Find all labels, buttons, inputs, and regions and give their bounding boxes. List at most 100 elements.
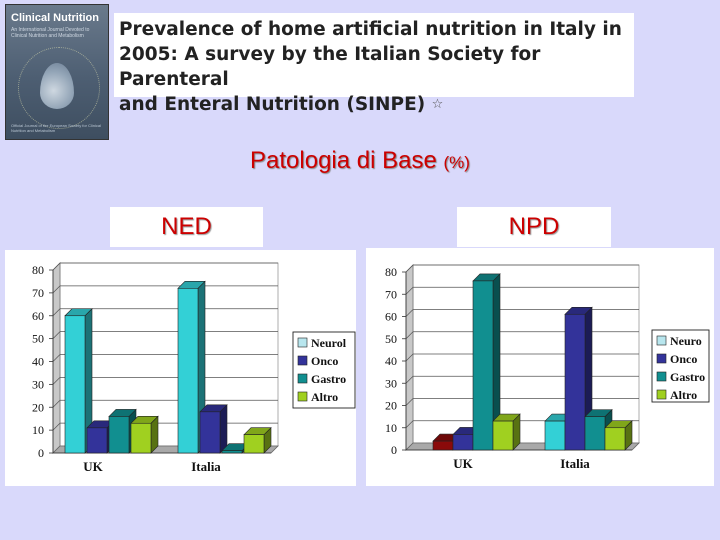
bar-front [584,416,606,451]
bar-uk-3 [492,413,521,451]
y-tick-label: 40 [385,354,397,368]
y-tick-label: 70 [32,286,44,300]
y-tick-label: 40 [32,355,44,369]
gridline-side [52,422,61,431]
y-tick-label: 0 [38,446,44,460]
journal-subtitle: An International Journal Devoted to Clin… [11,27,90,39]
article-title-line-3-text: and Enteral Nutrition (SINPE) [119,94,426,115]
category-label-italia: Italia [191,459,221,474]
gridline-side [405,353,414,362]
y-tick-label: 0 [391,443,397,457]
legend-swatch [656,353,667,364]
bar-italia-3 [604,420,633,451]
npd-chart-panel: 0 10 20 30 40 50 60 70 80 UK Italia Neuro Onco Gastro… [366,248,714,486]
gridline-side [52,354,61,362]
gridline-side [52,331,61,339]
y-tick-label: 30 [385,376,397,390]
category-label-uk: UK [453,456,473,471]
article-title-line-1: Prevalence of home artificial nutrition … [119,19,622,40]
bar-front [243,434,265,454]
bar-front [108,416,130,454]
category-label-uk: UK [83,459,103,474]
gridline-side [52,400,61,408]
bar-front [221,450,243,454]
y-tick-label: 80 [385,265,397,279]
footnote-star-icon: ☆ [431,97,444,112]
legend-label-altro: Altro [311,390,338,404]
bar-uk-3 [130,415,159,454]
article-title-box: Prevalence of home artificial nutrition … [114,13,634,115]
droplet-icon [40,63,74,109]
bar-side [219,404,228,454]
gridline-side [52,308,61,316]
legend: Neuro Onco Gastro Altro [651,329,710,403]
legend-swatch [297,355,308,366]
legend-swatch [656,371,667,382]
bar-italia-1 [199,404,228,454]
y-tick-label: 60 [385,310,397,324]
gridline-side [405,309,414,317]
section-title: Patologia di Base (%) [0,147,720,175]
y-tick-label: 60 [32,309,44,323]
legend-label-onco: Onco [311,354,338,368]
y-tick-label: 50 [32,332,44,346]
legend-swatch [297,337,308,348]
gridline-side [52,262,61,271]
section-title-text: Patologia di Base [250,147,437,174]
y-tick-label: 20 [32,400,44,414]
legend-label-neuro: Neuro [670,334,702,348]
bar-front [452,434,474,451]
bar-front [86,427,108,454]
y-tick-label: 10 [385,421,397,435]
npd-chart: 0 10 20 30 40 50 60 70 80 UK Italia Neuro Onco Gastro… [385,264,710,471]
bar-front [564,313,586,451]
bar-front [492,420,514,451]
legend-swatch [656,335,667,346]
y-tick-label: 20 [385,399,397,413]
bar-front [64,315,86,454]
gridline-side [405,420,414,428]
legend-label-gastro: Gastro [670,370,705,384]
journal-cover: Clinical Nutrition An International Jour… [5,4,109,140]
bar-italia-3 [243,426,272,454]
bar-front [199,411,221,454]
bar-front [472,280,494,451]
y-tick-label: 10 [32,423,44,437]
ned-label: NED [110,207,263,247]
bar-front [604,427,626,451]
bar-uk-0 [64,308,93,454]
y-tick-label: 80 [32,263,44,277]
bar-uk-2 [472,273,501,451]
bar-front [544,420,566,451]
article-title-line-3: and Enteral Nutrition (SINPE) ☆ [119,92,634,117]
gridline-side [52,285,61,294]
ned-chart: 0 10 20 30 40 50 60 70 80 UK Italia Neurol Onco Gastr… [32,262,356,474]
bar-front [130,422,152,454]
article-title-line-2: 2005: A survey by the Italian Society fo… [119,44,541,90]
legend-label-altro: Altro [670,388,697,402]
journal-title: Clinical Nutrition [11,12,99,24]
ned-chart-panel: 0 10 20 30 40 50 60 70 80 UK Italia Neurol Onco Gastr… [5,250,356,486]
bar-front [177,287,199,454]
y-tick-label: 30 [32,377,44,391]
y-tick-label: 70 [385,287,397,301]
gridline-side [405,331,414,339]
bar-italia-1 [564,306,593,451]
gridline-side [405,287,414,295]
journal-footer: Official Journal of the European Society… [11,123,101,133]
bar-front [432,440,454,451]
legend-swatch [297,391,308,402]
legend-label-onco: Onco [670,352,697,366]
y-tick-label: 50 [385,332,397,346]
article-title: Prevalence of home artificial nutrition … [119,17,634,117]
legend-swatch [656,389,667,400]
gridline-side [52,377,61,385]
gridline-side [405,376,414,384]
legend-label-neurol: Neurol [311,336,347,350]
section-title-unit: (%) [443,153,470,172]
npd-label: NPD [457,207,611,247]
gridline-side [405,264,414,273]
legend-swatch [297,373,308,384]
eu-stars-circle [18,47,100,129]
gridline-side [405,398,414,406]
